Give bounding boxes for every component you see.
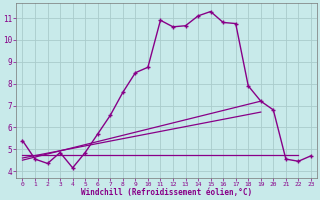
X-axis label: Windchill (Refroidissement éolien,°C): Windchill (Refroidissement éolien,°C) [81, 188, 252, 197]
